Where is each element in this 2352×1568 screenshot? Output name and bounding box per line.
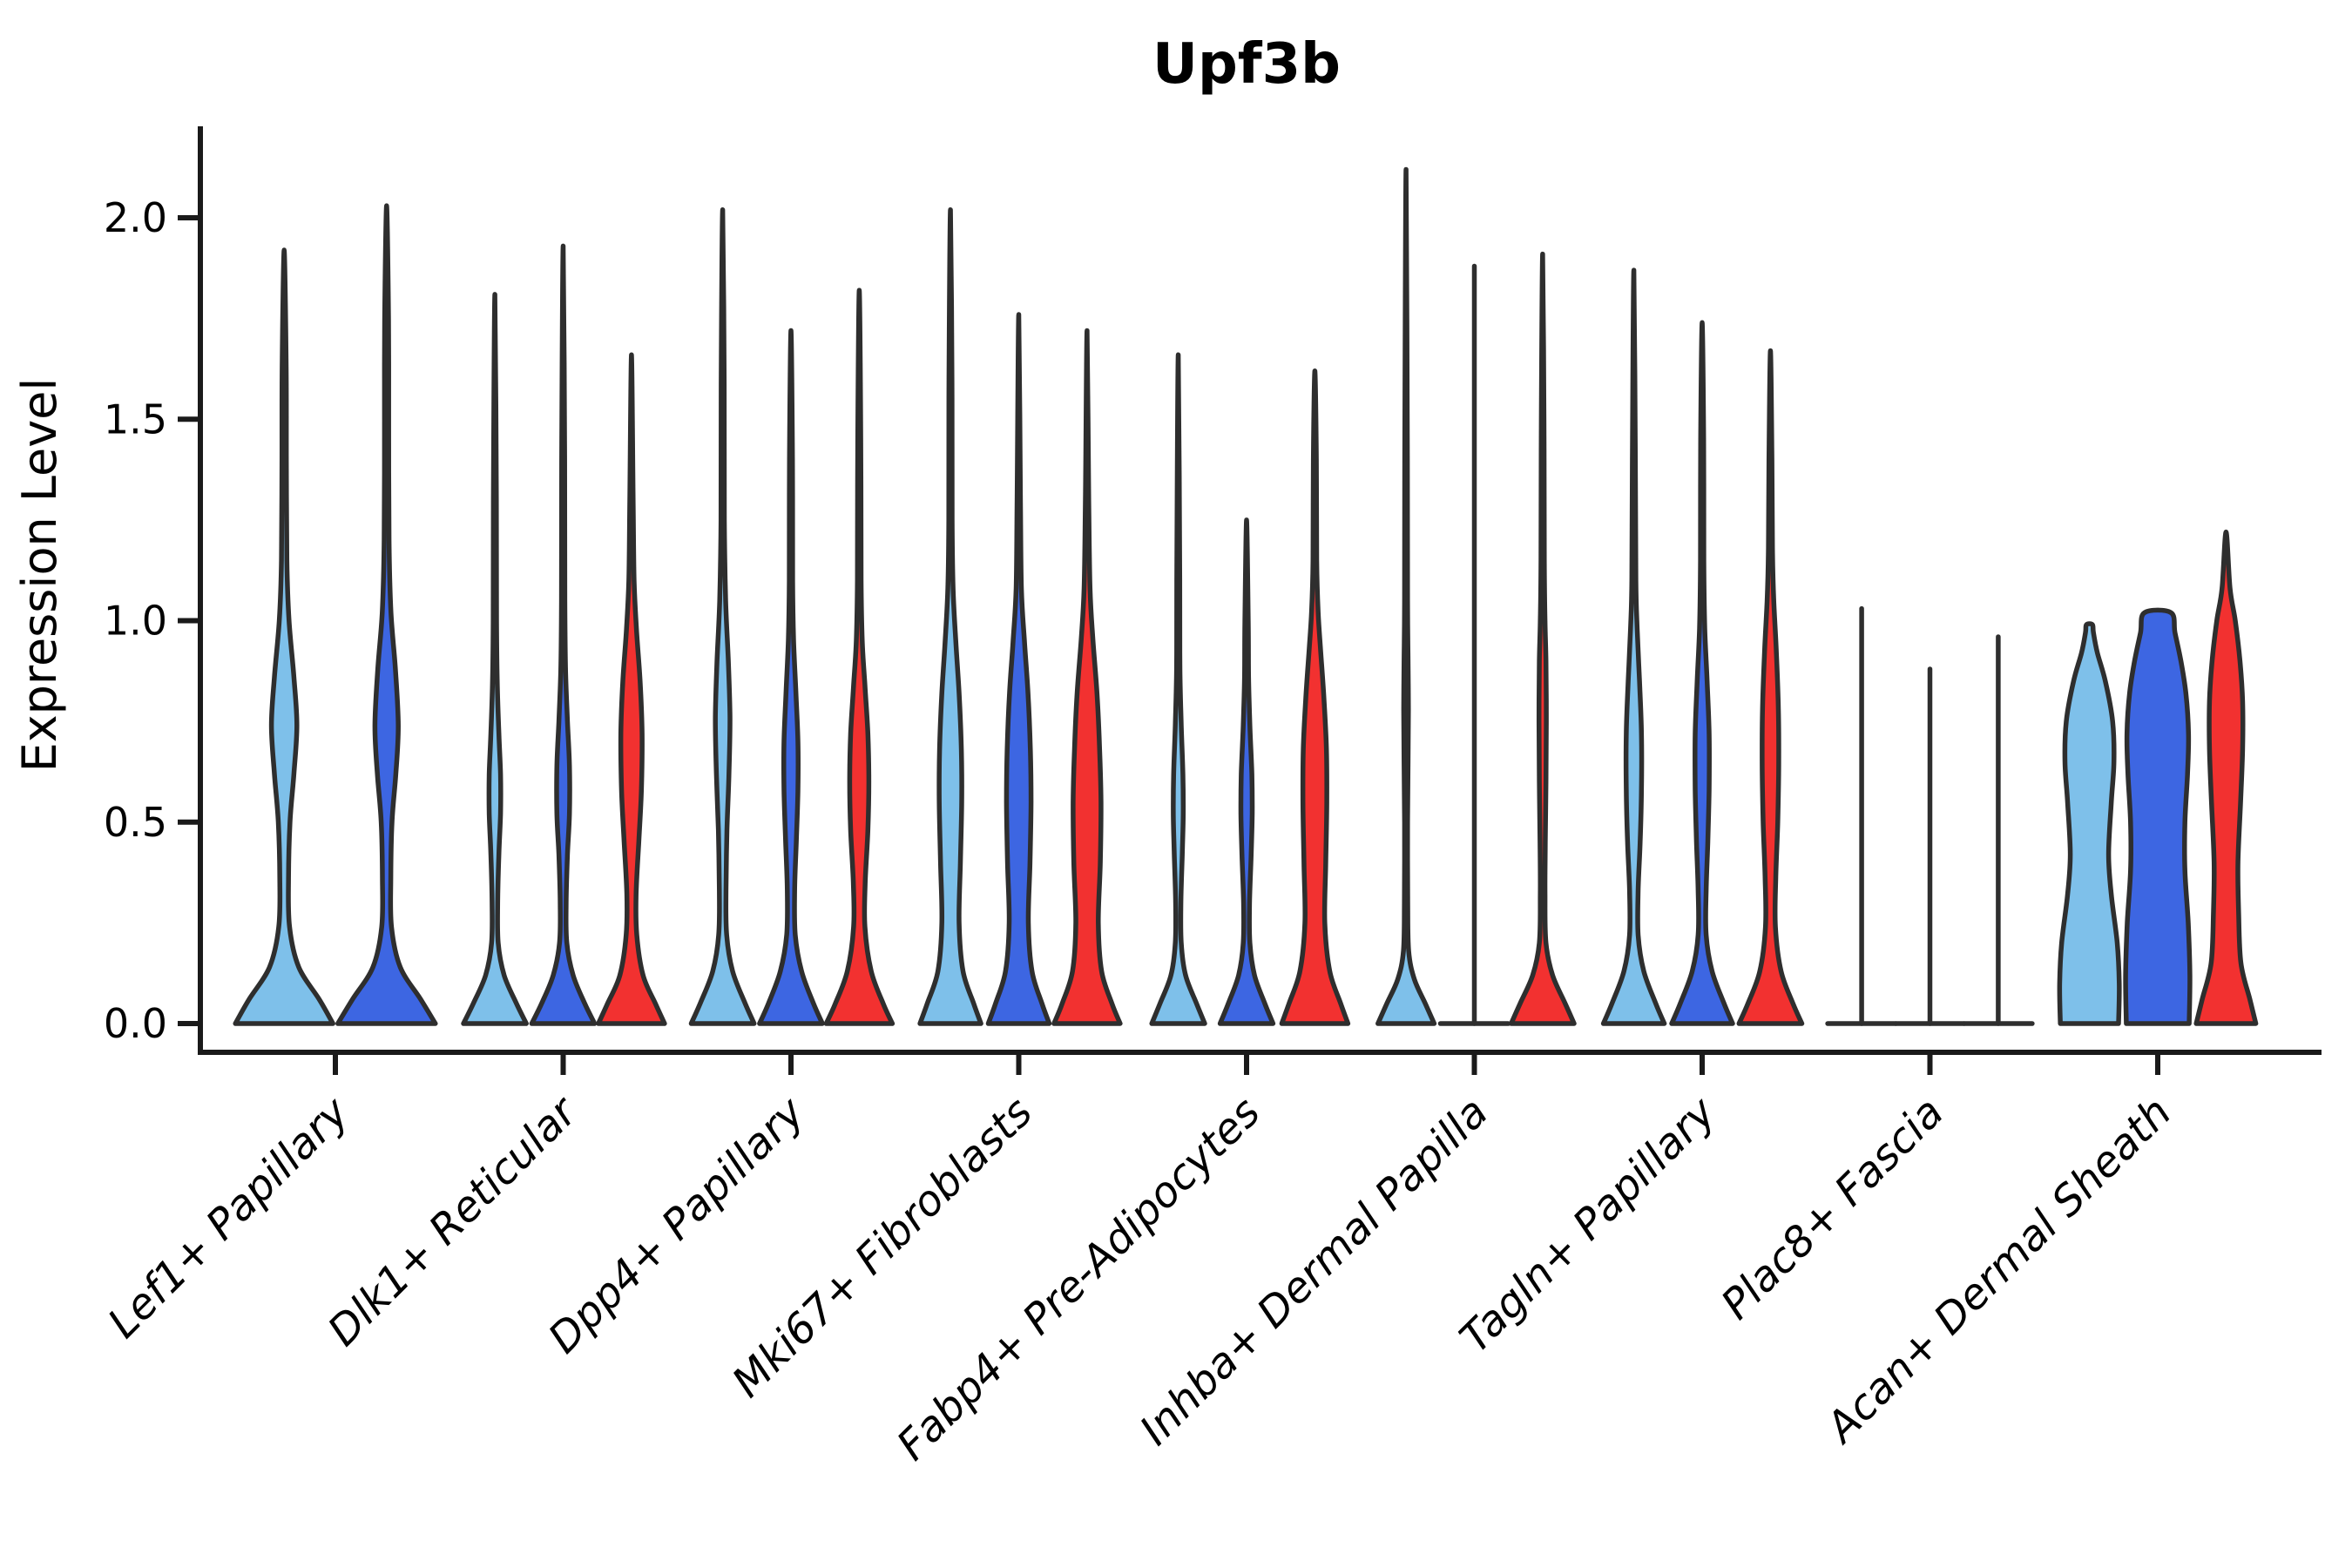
violin-tagln-papillary-royal_blue: [1669, 320, 1735, 1026]
y-tick-label-2.0: 2.0: [104, 194, 167, 241]
violin-tagln-papillary-light_blue: [1600, 267, 1667, 1026]
violin-inhba-dermal-papilla-light_blue: [1375, 166, 1437, 1026]
violin-dlk1-reticular-royal_blue: [529, 243, 598, 1026]
y-tick-label-0.0: 0.0: [104, 1000, 167, 1047]
violin-acan-dermal-sheath-light_blue: [2057, 621, 2122, 1026]
violin-fabp4-pre-adipocytes-light_blue: [1149, 352, 1207, 1026]
violin-fabp4-pre-adipocytes-red: [1279, 368, 1351, 1026]
y-tick-label-0.5: 0.5: [104, 799, 167, 846]
violin-inhba-dermal-papilla-red: [1509, 251, 1577, 1026]
y-tick-label-1.0: 1.0: [104, 598, 167, 645]
violin-mki67-fibroblasts-royal_blue: [985, 312, 1052, 1026]
axes-layer: [178, 126, 2322, 1075]
violin-dpp4-papillary-red: [823, 287, 896, 1026]
violin-lef1-papillary-light_blue: [233, 247, 335, 1026]
violin-lef1-papillary-royal_blue: [335, 203, 438, 1026]
violin-tagln-papillary-red: [1736, 348, 1805, 1026]
chart-title: Upf3b: [1152, 32, 1341, 97]
y-axis-label: Expression Level: [12, 378, 67, 773]
violin-acan-dermal-sheath-red: [2193, 530, 2259, 1026]
violin-dlk1-reticular-light_blue: [461, 292, 529, 1026]
violin-mki67-fibroblasts-light_blue: [917, 207, 983, 1026]
y-tick-label-1.5: 1.5: [104, 395, 167, 443]
violins-layer: [233, 166, 2259, 1026]
violin-dpp4-papillary-light_blue: [688, 207, 757, 1026]
violin-acan-dermal-sheath-royal_blue: [2123, 607, 2193, 1026]
violin-dlk1-reticular-red: [596, 352, 667, 1026]
violin-fabp4-pre-adipocytes-royal_blue: [1217, 517, 1276, 1026]
violin-mki67-fibroblasts-red: [1051, 328, 1123, 1026]
violin-dpp4-papillary-royal_blue: [757, 328, 825, 1026]
